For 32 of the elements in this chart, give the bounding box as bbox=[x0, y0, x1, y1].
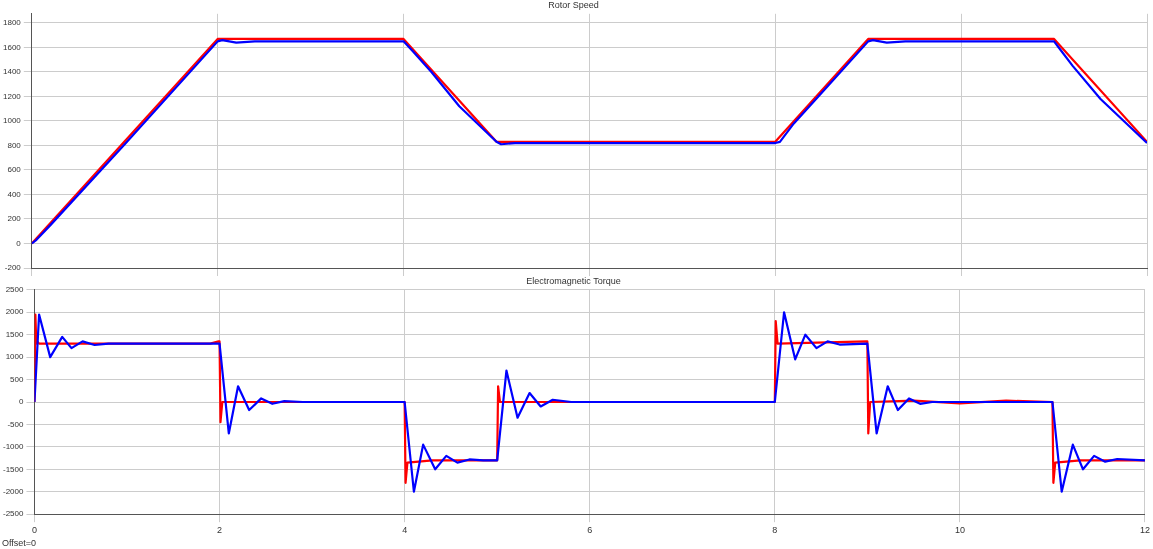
chart-title: Electromagnetic Torque bbox=[526, 275, 621, 286]
text: Offset=0 bbox=[2, 537, 37, 548]
y-tick-label: 500 bbox=[10, 374, 24, 384]
y-tick-label: 1600 bbox=[3, 42, 22, 52]
x-tick-label: 12 bbox=[1139, 525, 1150, 536]
x-tick-label: 10 bbox=[954, 525, 965, 536]
y-tick-label: 400 bbox=[7, 189, 22, 199]
y-tick-label: 200 bbox=[7, 214, 22, 224]
y-tick-label: -200 bbox=[4, 263, 22, 273]
y-tick-label: 2000 bbox=[5, 307, 25, 317]
y-tick-label: 0 bbox=[16, 238, 22, 248]
y-tick-label: 600 bbox=[7, 165, 22, 175]
y-tick-label: 1200 bbox=[3, 91, 22, 101]
y-tick-label: 1800 bbox=[3, 18, 22, 28]
y-tick-label: 1000 bbox=[5, 352, 25, 362]
y-tick-label: -1000 bbox=[2, 442, 24, 452]
y-tick-label: 2500 bbox=[5, 285, 25, 294]
y-tick-label: 0 bbox=[19, 397, 25, 407]
y-tick-label: -500 bbox=[7, 419, 25, 429]
y-tick-label: -1500 bbox=[2, 464, 24, 474]
x-tick-label: 2 bbox=[217, 525, 223, 536]
x-tick-label: 0 bbox=[31, 525, 37, 536]
y-tick-label: 1500 bbox=[5, 329, 25, 339]
chart-title: Rotor Speed bbox=[548, 0, 599, 10]
y-tick-label: 800 bbox=[7, 140, 22, 150]
x-tick-label: 8 bbox=[772, 525, 778, 536]
y-tick-label: -2000 bbox=[2, 486, 24, 496]
y-tick-label: 1400 bbox=[3, 67, 22, 77]
y-tick-label: -2500 bbox=[2, 509, 24, 519]
x-tick-label: 6 bbox=[587, 525, 593, 536]
y-tick-label: 1000 bbox=[3, 116, 22, 126]
x-tick-label: 4 bbox=[402, 525, 408, 536]
